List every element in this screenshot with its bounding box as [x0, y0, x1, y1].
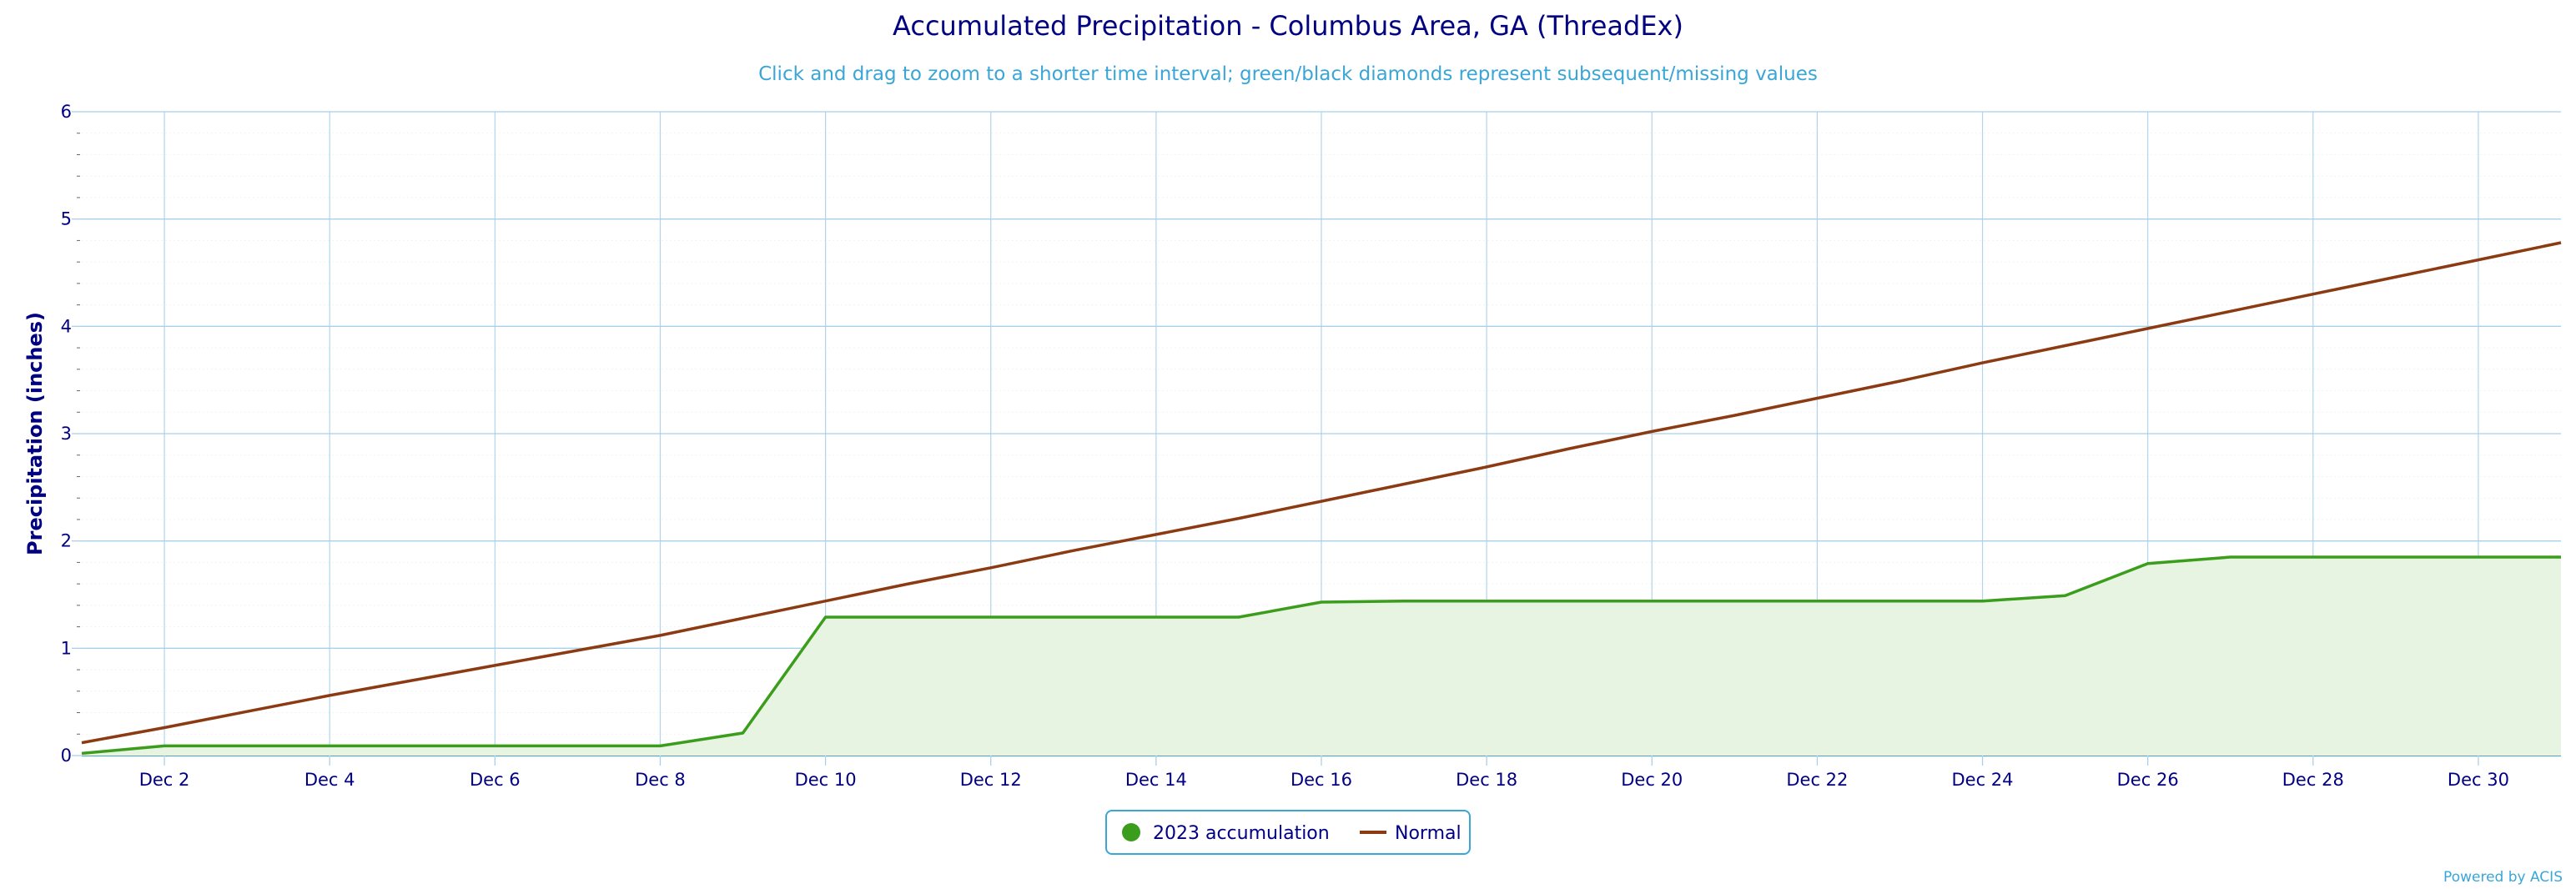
x-tick-label: Dec 4 — [304, 770, 355, 790]
chart-title: Accumulated Precipitation - Columbus Are… — [893, 10, 1683, 42]
x-tick-label: Dec 24 — [1952, 770, 2014, 790]
x-tick-label: Dec 22 — [1786, 770, 1848, 790]
legend-label-normal: Normal — [1395, 823, 1462, 844]
plot-area[interactable] — [81, 241, 2562, 756]
y-tick-label: 6 — [61, 102, 72, 122]
x-tick-label: Dec 6 — [470, 770, 521, 790]
y-tick-label: 0 — [61, 746, 72, 766]
x-tick-label: Dec 26 — [2117, 770, 2179, 790]
x-axis: Dec 2 Dec 4 Dec 6 Dec 8 Dec 10 Dec 12 Dec 14 De… — [139, 756, 2509, 790]
y-tick-label: 4 — [61, 316, 72, 336]
y-axis: 0 1 2 3 4 5 6 — [61, 102, 72, 766]
x-tick-label: Dec 10 — [795, 770, 857, 790]
y-tick-label: 5 — [61, 209, 72, 229]
x-tick-label: Dec 30 — [2448, 770, 2509, 790]
x-tick-label: Dec 28 — [2282, 770, 2344, 790]
y-tick-label: 3 — [61, 424, 72, 444]
x-tick-label: Dec 16 — [1291, 770, 1352, 790]
x-tick-label: Dec 18 — [1456, 770, 1517, 790]
series-2023-area — [82, 557, 2561, 756]
legend-item-normal[interactable]: Normal — [1360, 823, 1462, 844]
x-tick-label: Dec 8 — [635, 770, 686, 790]
series-2023-line — [81, 555, 2561, 756]
x-tick-label: Dec 2 — [139, 770, 190, 790]
legend-marker-circle-icon — [1122, 823, 1140, 841]
x-tick-label: Dec 14 — [1125, 770, 1187, 790]
legend-item-2023[interactable]: 2023 accumulation — [1122, 823, 1330, 844]
x-tick-label: Dec 20 — [1621, 770, 1683, 790]
acis-credit-link[interactable]: Powered by ACIS — [2443, 869, 2563, 886]
y-axis-title: Precipitation (inches) — [23, 312, 47, 555]
y-tick-label: 1 — [61, 638, 72, 658]
series-normal-line — [81, 241, 2562, 745]
legend-label-2023: 2023 accumulation — [1153, 823, 1330, 844]
legend-box — [1105, 810, 1471, 855]
legend[interactable]: 2023 accumulation Normal — [1105, 810, 1471, 855]
x-tick-label: Dec 12 — [960, 770, 1022, 790]
chart-subtitle: Click and drag to zoom to a shorter time… — [758, 63, 1818, 85]
y-tick-label: 2 — [61, 531, 72, 551]
